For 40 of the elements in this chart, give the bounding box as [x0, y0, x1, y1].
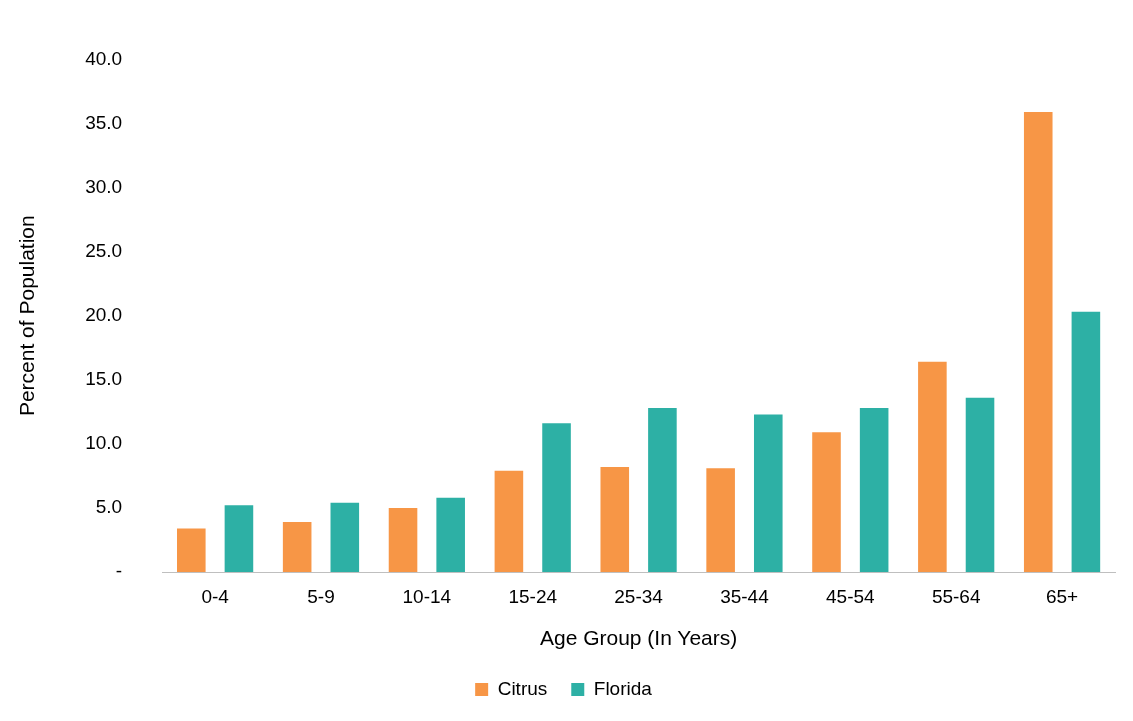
- y-tick-label: 15.0: [85, 368, 123, 390]
- bar: [1071, 311, 1101, 572]
- y-tick-label: 35.0: [85, 111, 123, 133]
- legend-label: Florida: [593, 677, 653, 699]
- bar: [812, 432, 841, 572]
- y-tick-label: 25.0: [85, 239, 123, 261]
- bar: [494, 470, 524, 572]
- x-tick-label: 45-54: [826, 585, 876, 607]
- x-tick-label: 55-64: [931, 585, 981, 607]
- bar: [600, 466, 630, 572]
- bar: [1023, 111, 1053, 572]
- bar: [282, 522, 312, 572]
- bar: [388, 507, 418, 572]
- bar: [436, 497, 465, 572]
- bar: [859, 407, 889, 572]
- y-tick-label: 5.0: [95, 496, 123, 518]
- bar: [706, 468, 735, 572]
- x-tick-label: 15-24: [508, 585, 558, 607]
- x-axis-title: Age Group (In Years): [539, 626, 738, 650]
- bar: [177, 528, 206, 572]
- y-tick-label: 30.0: [85, 175, 123, 197]
- y-tick-label: 20.0: [85, 303, 123, 325]
- bar: [965, 397, 995, 572]
- bar: [224, 505, 254, 572]
- x-tick-label: 10-14: [402, 585, 452, 607]
- x-tick-label: 65+: [1045, 585, 1079, 607]
- y-tick-label: -: [115, 560, 123, 582]
- legend-label: Citrus: [497, 677, 548, 699]
- x-tick-label: 0-4: [201, 585, 230, 607]
- x-tick-label: 35-44: [720, 585, 770, 607]
- bar: [648, 407, 677, 572]
- bar: [753, 414, 783, 572]
- y-axis-title: Percent of Population: [15, 215, 39, 417]
- x-tick-label: 5-9: [307, 585, 335, 607]
- y-tick-label: 40.0: [85, 47, 123, 69]
- bar: [542, 423, 571, 572]
- bar: [918, 361, 947, 572]
- x-tick-label: 25-34: [614, 585, 664, 607]
- bar: [330, 502, 360, 572]
- y-tick-label: 10.0: [85, 432, 123, 454]
